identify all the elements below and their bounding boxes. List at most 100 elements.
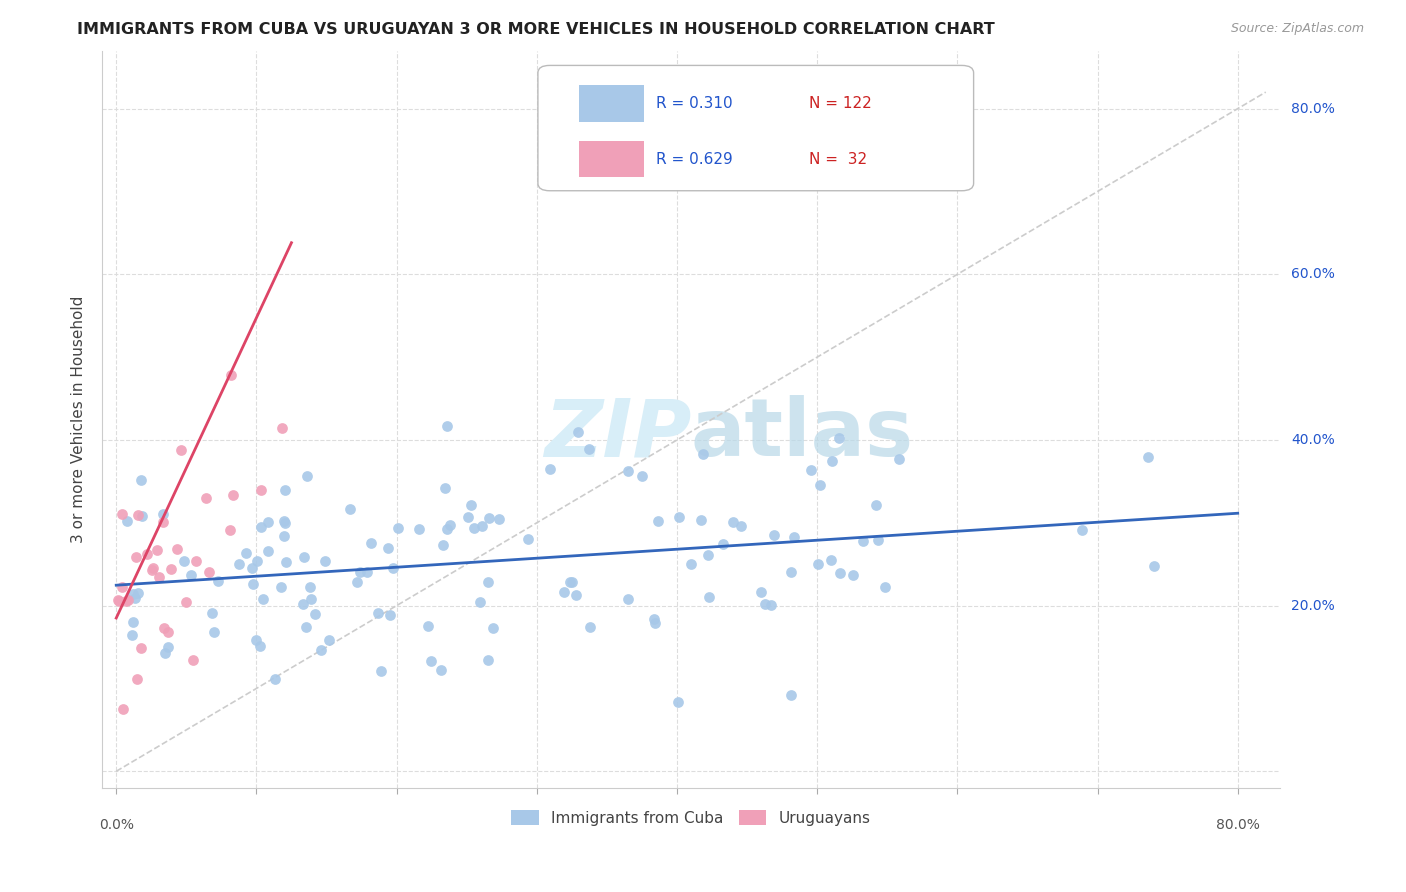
Point	[517, 532, 540, 546]
Point	[381, 560, 404, 574]
Point	[828, 566, 851, 580]
Point	[689, 513, 711, 527]
Point	[578, 442, 600, 457]
FancyBboxPatch shape	[579, 141, 644, 178]
Point	[152, 621, 174, 635]
Point	[155, 646, 177, 660]
Point	[219, 368, 242, 382]
Point	[141, 563, 163, 577]
Point	[346, 574, 368, 589]
Point	[616, 592, 638, 607]
Point	[828, 431, 851, 445]
Point	[468, 595, 491, 609]
Point	[339, 502, 361, 516]
Text: Source: ZipAtlas.com: Source: ZipAtlas.com	[1230, 22, 1364, 36]
Point	[131, 473, 153, 487]
Point	[761, 598, 783, 612]
Point	[558, 574, 581, 589]
Point	[807, 557, 830, 571]
Point	[538, 461, 561, 475]
Point	[195, 491, 218, 505]
Point	[1142, 558, 1164, 573]
Point	[866, 533, 889, 547]
Text: N = 122: N = 122	[808, 96, 872, 112]
Point	[780, 688, 803, 702]
Point	[378, 608, 401, 623]
Point	[127, 508, 149, 522]
Point	[246, 554, 269, 568]
Point	[889, 452, 911, 467]
Point	[207, 574, 229, 588]
Point	[800, 463, 823, 477]
Point	[174, 595, 197, 609]
Point	[166, 542, 188, 557]
Point	[360, 536, 382, 550]
Point	[273, 528, 295, 542]
FancyBboxPatch shape	[538, 65, 973, 191]
Point	[309, 643, 332, 657]
Point	[292, 597, 315, 611]
Text: 20.0%: 20.0%	[1291, 599, 1334, 613]
Point	[416, 619, 439, 633]
Point	[367, 606, 389, 620]
Point	[127, 586, 149, 600]
Point	[183, 653, 205, 667]
Point	[482, 621, 505, 635]
Point	[186, 554, 208, 568]
Point	[107, 594, 129, 608]
Text: 80.0%: 80.0%	[1216, 818, 1260, 832]
Point	[420, 654, 443, 668]
Point	[763, 528, 786, 542]
Point	[170, 442, 193, 457]
Point	[561, 574, 583, 589]
Point	[125, 672, 148, 686]
Point	[156, 625, 179, 640]
Point	[131, 509, 153, 524]
Point	[222, 488, 245, 502]
Point	[270, 421, 292, 435]
Point	[477, 574, 499, 589]
Text: N =  32: N = 32	[808, 152, 868, 167]
Point	[488, 512, 510, 526]
Point	[256, 543, 278, 558]
Point	[751, 585, 773, 599]
Point	[408, 522, 430, 536]
Point	[471, 519, 494, 533]
Point	[318, 632, 340, 647]
Point	[298, 580, 321, 594]
Point	[697, 591, 720, 605]
Point	[666, 695, 689, 709]
Point	[432, 538, 454, 552]
Point	[478, 511, 501, 525]
Point	[783, 530, 806, 544]
Point	[692, 447, 714, 461]
Point	[270, 580, 292, 594]
Point	[430, 663, 453, 677]
Text: atlas: atlas	[690, 395, 914, 473]
Point	[173, 553, 195, 567]
Point	[228, 558, 250, 572]
Point	[274, 555, 297, 569]
Point	[157, 640, 180, 654]
Point	[439, 518, 461, 533]
Point	[1137, 450, 1160, 464]
Point	[865, 499, 887, 513]
Point	[142, 561, 165, 575]
Point	[263, 672, 285, 686]
Point	[201, 606, 224, 620]
Point	[252, 591, 274, 606]
Point	[115, 515, 138, 529]
Text: 0.0%: 0.0%	[98, 818, 134, 832]
Point	[754, 597, 776, 611]
Point	[457, 510, 479, 524]
Point	[249, 640, 271, 654]
Point	[436, 419, 458, 434]
Point	[647, 514, 669, 528]
Point	[242, 576, 264, 591]
Point	[387, 520, 409, 534]
Text: ZIP: ZIP	[544, 395, 690, 473]
Point	[780, 565, 803, 579]
Point	[117, 592, 139, 607]
Point	[349, 566, 371, 580]
Point	[160, 562, 183, 576]
